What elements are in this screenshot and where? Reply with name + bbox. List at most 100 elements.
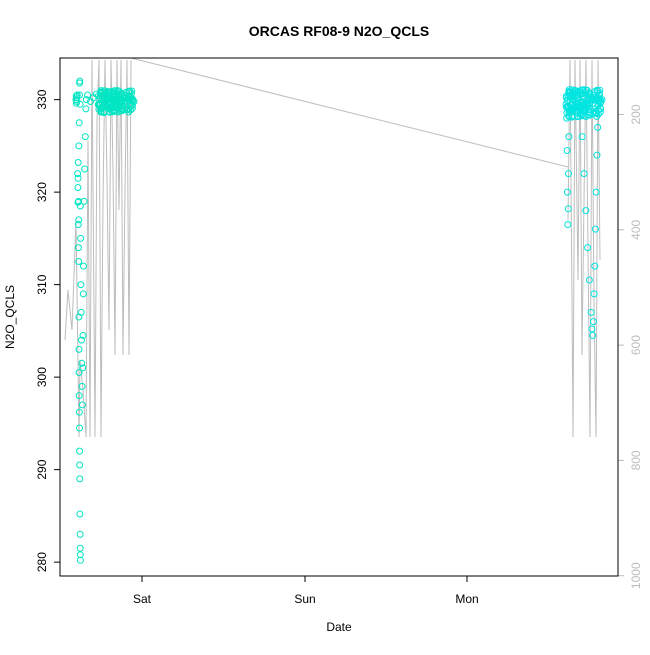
data-point xyxy=(76,551,84,559)
data-point xyxy=(121,91,129,99)
data-point xyxy=(565,170,572,178)
data-point xyxy=(79,364,87,372)
data-point xyxy=(75,142,83,150)
altitude-trace-flight-1 xyxy=(64,59,132,438)
data-point xyxy=(597,96,605,104)
data-point xyxy=(567,94,575,101)
data-point xyxy=(75,408,83,416)
y2-tick-label: 1000 xyxy=(629,562,643,589)
x-tick-label: Sat xyxy=(133,592,152,606)
data-point xyxy=(74,221,82,228)
data-point xyxy=(589,332,597,339)
data-point xyxy=(591,262,599,270)
data-point xyxy=(77,234,85,242)
data-point xyxy=(587,308,595,316)
data-point xyxy=(584,244,592,252)
y-tick-label: 310 xyxy=(35,274,49,294)
data-point xyxy=(589,318,597,326)
data-point xyxy=(580,94,588,102)
data-point xyxy=(78,401,86,409)
data-point xyxy=(585,276,593,284)
data-point xyxy=(81,133,89,141)
data-point xyxy=(75,345,83,353)
data-point xyxy=(82,105,90,113)
y-tick-label: 280 xyxy=(35,552,49,572)
data-point xyxy=(591,102,599,110)
data-point xyxy=(78,336,85,344)
data-point xyxy=(76,544,84,552)
data-point xyxy=(77,308,85,316)
data-point xyxy=(125,108,133,116)
data-point xyxy=(105,88,113,96)
data-point xyxy=(590,94,598,102)
axes-layer: 280 290 300 310 320 330 200 400 600 800 1000 Sat Sun… xyxy=(35,89,643,606)
data-point xyxy=(76,202,84,210)
data-point xyxy=(585,111,592,119)
data-point xyxy=(75,119,83,127)
data-point xyxy=(76,461,84,469)
data-point xyxy=(110,96,118,104)
data-point xyxy=(593,112,601,120)
data-point xyxy=(565,111,573,119)
data-point xyxy=(563,188,571,196)
y2-tick-label: 600 xyxy=(629,335,643,355)
data-point xyxy=(76,475,84,483)
y-axis-label: N2O_QCLS xyxy=(3,285,17,349)
data-point xyxy=(73,91,81,99)
plot-frame xyxy=(59,57,619,577)
data-point xyxy=(594,110,602,118)
data-point xyxy=(582,207,590,215)
data-point xyxy=(581,106,589,113)
data-point xyxy=(578,98,586,106)
data-point xyxy=(588,325,596,333)
data-point xyxy=(74,170,82,178)
data-point xyxy=(572,97,580,105)
data-point xyxy=(563,147,571,154)
data-point xyxy=(79,290,87,298)
x-tick-label: Sun xyxy=(294,592,315,606)
data-point xyxy=(585,90,593,98)
y2-tick-label: 400 xyxy=(629,219,643,239)
data-point xyxy=(99,93,107,101)
data-point xyxy=(75,258,83,265)
data-point xyxy=(78,359,86,367)
data-point xyxy=(76,556,84,564)
altitude-trace-layer xyxy=(64,57,601,438)
data-point xyxy=(574,104,582,112)
data-point xyxy=(580,170,588,178)
data-point xyxy=(74,159,82,166)
x-axis-label: Date xyxy=(326,620,352,634)
data-point xyxy=(583,86,591,94)
altitude-connector xyxy=(130,57,569,168)
data-point xyxy=(566,88,574,96)
data-point xyxy=(81,165,89,173)
data-point xyxy=(108,88,116,96)
y-tick-label: 300 xyxy=(35,367,49,387)
data-point xyxy=(576,87,584,95)
data-point xyxy=(565,107,573,115)
y2-tick-label: 200 xyxy=(629,104,643,124)
data-point xyxy=(97,104,105,112)
data-point xyxy=(84,91,92,99)
data-point xyxy=(129,95,137,103)
data-points-layer xyxy=(72,77,606,564)
y2-tick-label: 800 xyxy=(629,450,643,470)
data-point xyxy=(578,111,586,119)
data-point xyxy=(592,225,599,233)
y-tick-label: 290 xyxy=(35,459,49,479)
data-point xyxy=(97,107,105,115)
data-point xyxy=(115,87,123,95)
altitude-trace-flight-2 xyxy=(567,59,601,438)
data-point xyxy=(77,281,85,289)
data-point xyxy=(126,88,134,95)
data-point xyxy=(122,93,130,101)
data-point xyxy=(564,205,572,213)
data-point xyxy=(113,102,121,110)
data-point xyxy=(82,96,90,104)
data-point xyxy=(75,392,83,400)
data-point xyxy=(592,188,600,196)
data-point xyxy=(126,106,134,114)
data-point xyxy=(106,105,114,113)
data-point xyxy=(593,151,601,159)
